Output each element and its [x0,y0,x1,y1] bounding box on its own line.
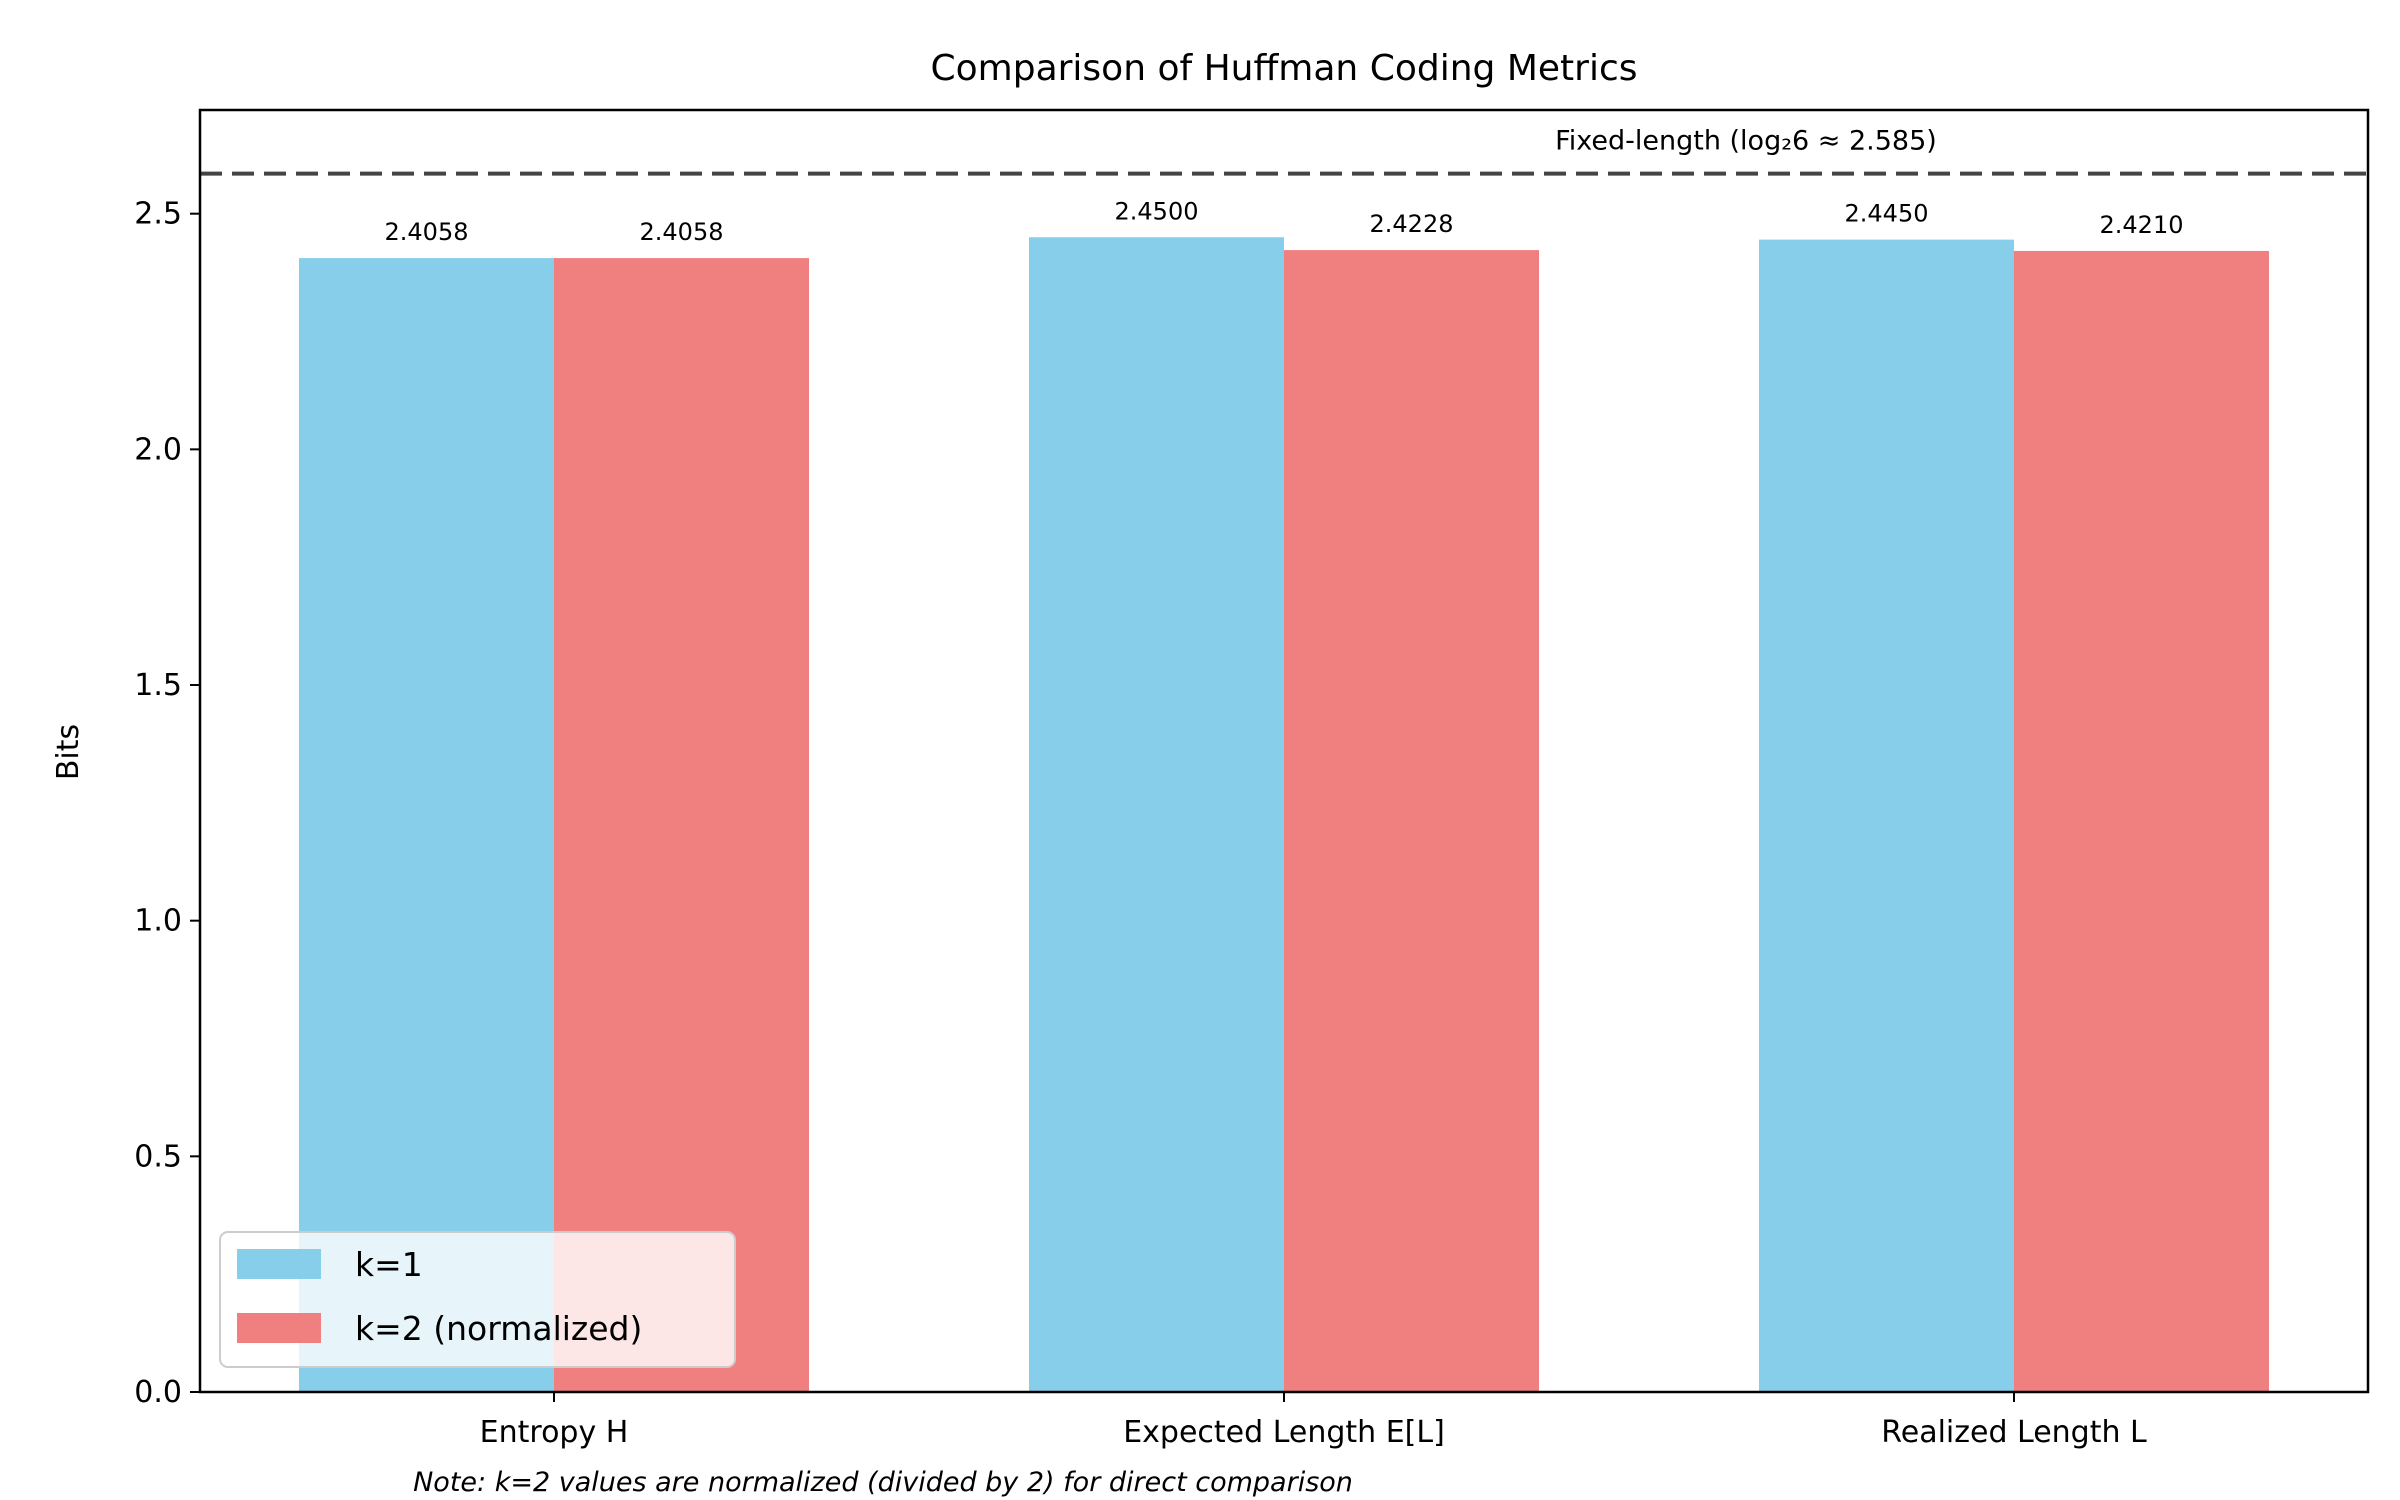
plot-area [299,237,2269,1392]
y-tick-label: 1.5 [134,668,182,703]
bar-value-labels: 2.4058 2.4058 2.4500 2.4228 2.4450 2.4210 [385,197,2184,246]
legend-label-k1: k=1 [355,1245,423,1284]
x-axis: Entropy H Expected Length E[L] Realized Le… [480,1392,2147,1450]
legend-swatch-k1 [237,1249,321,1279]
y-axis-label: Bits [51,724,86,780]
x-tick-label: Entropy H [480,1415,629,1450]
bar-value-label: 2.4450 [1845,200,1929,228]
x-tick-label: Expected Length E[L] [1123,1415,1445,1450]
bar-value-label: 2.4058 [385,218,469,246]
bar-value-label: 2.4228 [1370,210,1454,238]
y-axis: 0.0 0.5 1.0 1.5 2.0 2.5 [134,197,200,1410]
bar-k2-3 [2014,250,2269,1392]
legend-box [219,1231,736,1368]
chart-footnote: Note: k=2 values are normalized (divided… [413,1467,1353,1498]
bar-value-label: 2.4210 [2100,211,2184,239]
bar-k1-1 [299,258,554,1392]
bar-k1-2 [1029,237,1284,1392]
y-tick-label: 0.5 [134,1139,182,1174]
reference-line-label: Fixed-length (log₂6 ≈ 2.585) [1555,126,1937,157]
legend-swatch-k2 [237,1313,321,1343]
legend-label-k2: k=2 (normalized) [355,1309,642,1348]
bar-k2-2 [1284,250,1539,1392]
chart-title: Comparison of Huffman Coding Metrics [930,48,1637,89]
y-tick-label: 2.5 [134,197,182,232]
bar-k2-1 [554,258,809,1392]
legend: k=1 k=2 (normalized) [219,1231,736,1368]
bar-value-label: 2.4058 [640,218,724,246]
bar-value-label: 2.4500 [1115,197,1199,225]
y-tick-label: 2.0 [134,432,182,467]
bar-k1-3 [1759,239,2014,1392]
x-tick-label: Realized Length L [1881,1415,2147,1450]
y-tick-label: 1.0 [134,904,182,939]
y-tick-label: 0.0 [134,1375,182,1410]
